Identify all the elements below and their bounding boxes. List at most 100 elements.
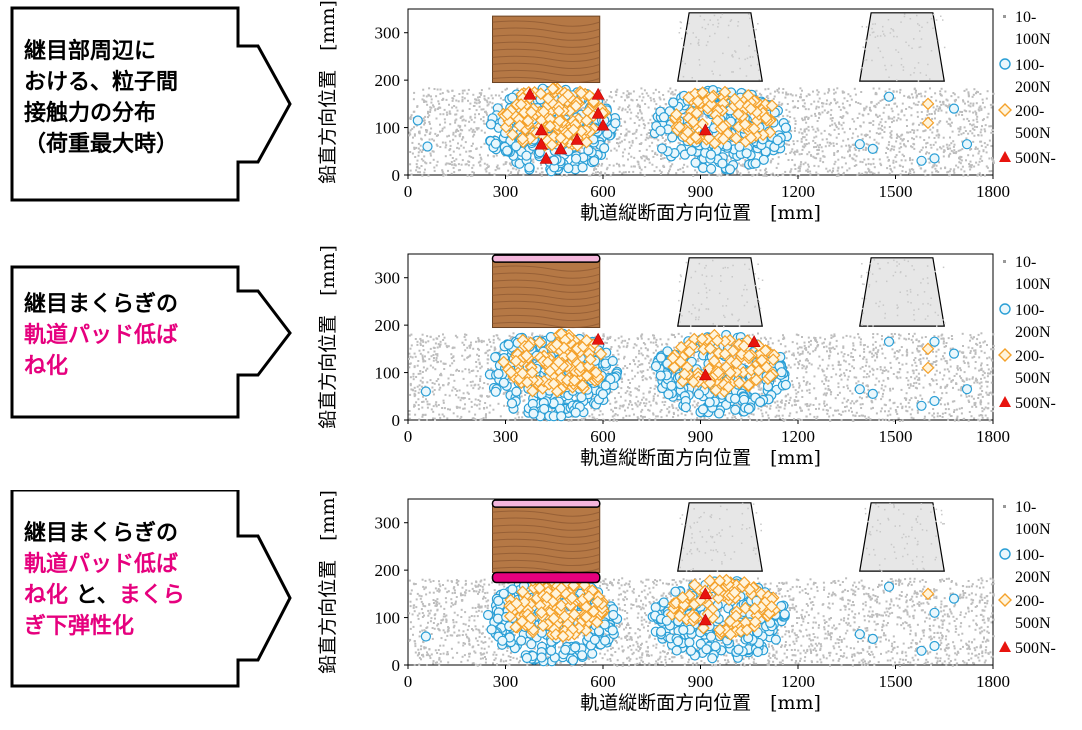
data-point bbox=[424, 134, 426, 136]
data-point bbox=[915, 104, 917, 106]
data-point bbox=[871, 356, 873, 358]
data-point bbox=[453, 132, 455, 134]
data-point bbox=[972, 112, 974, 114]
data-point bbox=[646, 149, 648, 151]
legend-label: 100- bbox=[1015, 57, 1044, 74]
data-point bbox=[935, 170, 937, 172]
data-point bbox=[899, 151, 901, 153]
data-point bbox=[786, 357, 788, 359]
data-point bbox=[444, 122, 446, 124]
data-point bbox=[845, 145, 847, 147]
data-point bbox=[814, 349, 816, 351]
data-point bbox=[470, 128, 472, 130]
data-point bbox=[751, 159, 760, 168]
data-point bbox=[960, 168, 962, 170]
data-point bbox=[428, 114, 430, 116]
data-point bbox=[446, 99, 448, 101]
data-point bbox=[493, 156, 495, 158]
data-point bbox=[774, 91, 776, 93]
data-point bbox=[498, 403, 500, 405]
data-point bbox=[459, 154, 461, 156]
data-point bbox=[483, 116, 485, 118]
data-point bbox=[690, 332, 692, 334]
data-point bbox=[473, 134, 475, 136]
data-point bbox=[958, 131, 960, 133]
data-point bbox=[488, 172, 490, 174]
data-point bbox=[923, 139, 925, 141]
data-point bbox=[423, 95, 425, 97]
data-point bbox=[980, 403, 982, 405]
data-point bbox=[459, 169, 461, 171]
data-point bbox=[444, 343, 446, 345]
data-point bbox=[418, 148, 420, 150]
data-point bbox=[474, 113, 476, 115]
data-point bbox=[978, 109, 980, 111]
data-point bbox=[639, 150, 641, 152]
data-point bbox=[646, 157, 648, 159]
data-point bbox=[857, 135, 859, 137]
data-point bbox=[650, 97, 652, 99]
data-point bbox=[456, 390, 458, 392]
data-point bbox=[808, 166, 810, 168]
data-point bbox=[500, 97, 502, 99]
data-point bbox=[853, 121, 855, 123]
data-point bbox=[939, 101, 941, 103]
data-point bbox=[466, 163, 468, 165]
data-point bbox=[931, 166, 933, 168]
data-point bbox=[940, 358, 942, 360]
data-point bbox=[630, 112, 632, 114]
data-point bbox=[461, 139, 463, 141]
data-point bbox=[424, 116, 426, 118]
data-point bbox=[423, 142, 432, 151]
data-point bbox=[489, 349, 491, 351]
data-point bbox=[473, 121, 475, 123]
data-point bbox=[627, 90, 629, 92]
data-point bbox=[985, 146, 987, 148]
data-point bbox=[905, 363, 907, 365]
data-point bbox=[420, 126, 422, 128]
data-point bbox=[798, 167, 800, 169]
data-point bbox=[448, 104, 450, 106]
data-point bbox=[980, 364, 982, 366]
data-point bbox=[965, 110, 967, 112]
data-point bbox=[873, 163, 875, 165]
data-point bbox=[590, 157, 599, 166]
data-point bbox=[817, 94, 819, 96]
data-point bbox=[876, 412, 878, 414]
data-point bbox=[472, 143, 474, 145]
data-point bbox=[446, 135, 448, 137]
data-point bbox=[435, 401, 437, 403]
y-axis-label: 鉛直方向位置 [mm] bbox=[317, 0, 339, 184]
data-point bbox=[442, 339, 444, 341]
data-point bbox=[741, 418, 743, 420]
data-point bbox=[831, 171, 833, 173]
data-point bbox=[451, 390, 453, 392]
data-point bbox=[626, 133, 628, 135]
data-point bbox=[967, 175, 969, 177]
data-point bbox=[646, 92, 648, 94]
data-point bbox=[460, 117, 462, 119]
data-point bbox=[925, 153, 927, 155]
data-point bbox=[422, 355, 424, 357]
data-point bbox=[479, 106, 481, 108]
data-point bbox=[628, 141, 630, 143]
data-point bbox=[969, 130, 971, 132]
data-point bbox=[851, 400, 853, 402]
data-point bbox=[410, 334, 412, 336]
data-point bbox=[661, 171, 663, 173]
data-point bbox=[821, 146, 823, 148]
data-point bbox=[409, 394, 411, 396]
data-point bbox=[522, 400, 524, 402]
data-point bbox=[660, 113, 669, 122]
data-point bbox=[740, 164, 742, 166]
data-point bbox=[787, 103, 789, 105]
data-point bbox=[836, 101, 838, 103]
data-point bbox=[475, 375, 477, 377]
data-point bbox=[789, 412, 791, 414]
data-point bbox=[489, 341, 491, 343]
data-point bbox=[963, 170, 965, 172]
data-point bbox=[436, 164, 438, 166]
data-point bbox=[435, 342, 437, 344]
data-point bbox=[833, 333, 835, 335]
data-point bbox=[756, 420, 758, 422]
